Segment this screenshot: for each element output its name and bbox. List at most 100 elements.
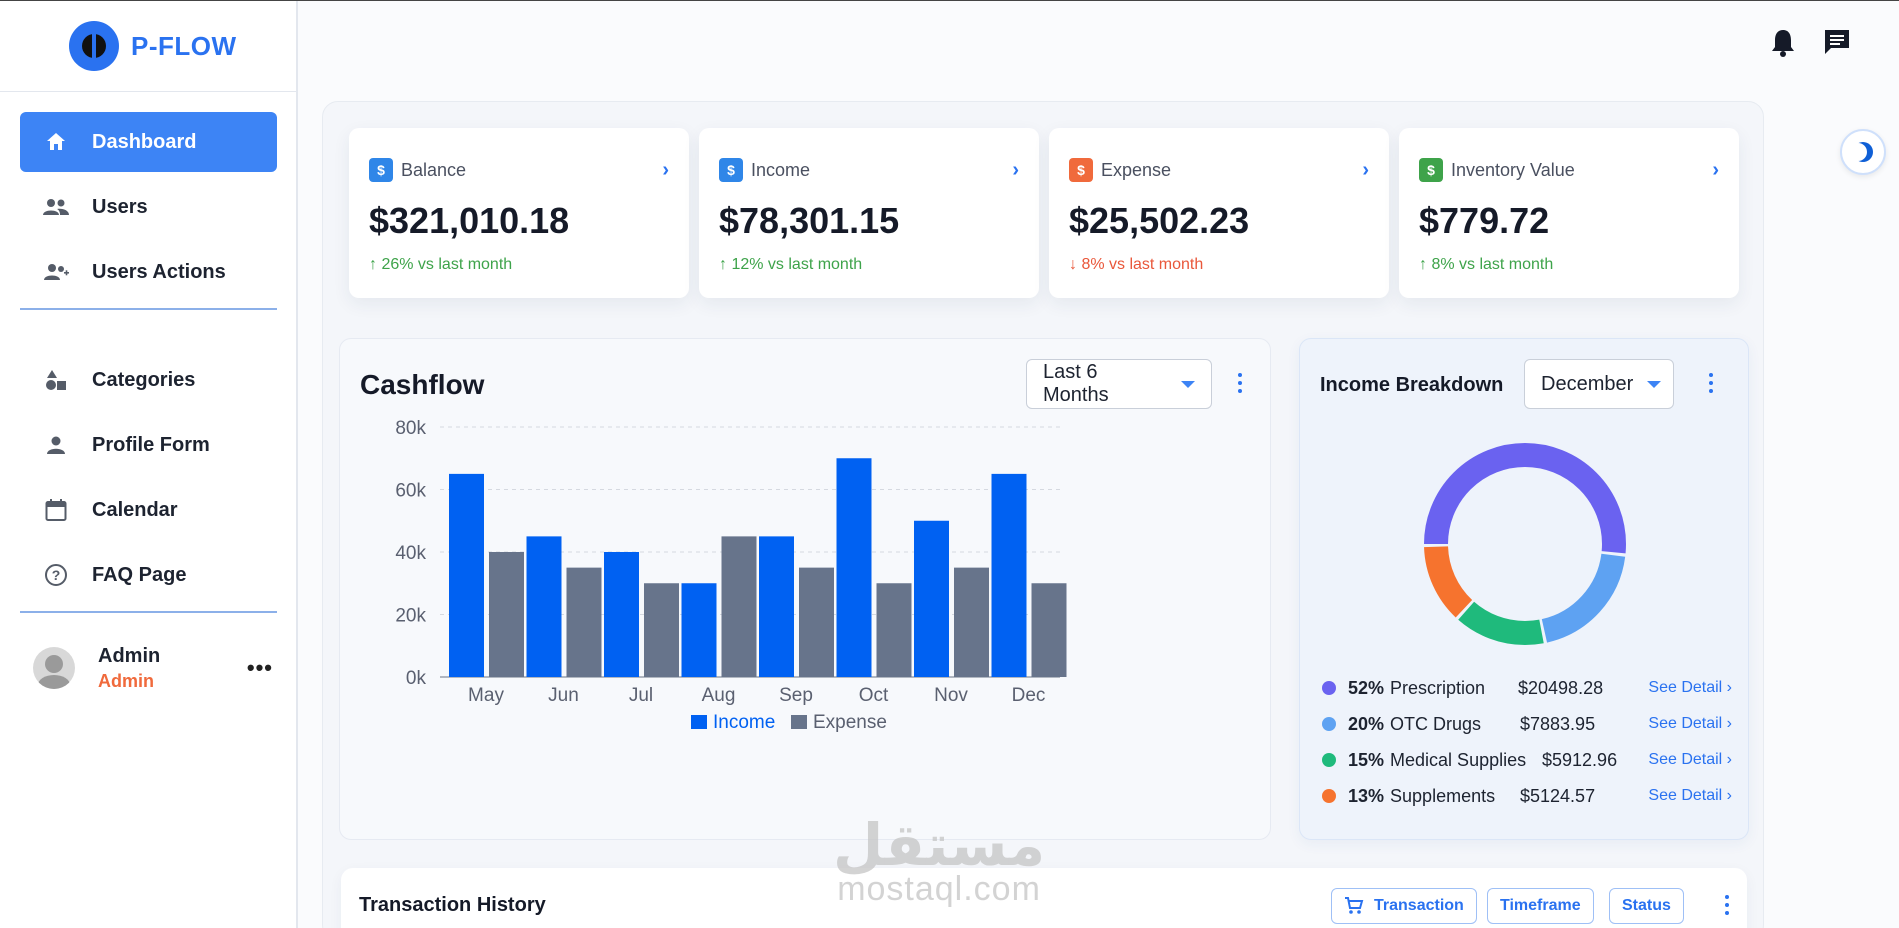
sidebar-item-label: Dashboard [92,130,197,153]
sidebar-item-calendar[interactable]: Calendar [20,480,277,540]
kpi-card-income[interactable]: $ Income › $78,301.15 ↑ 12% vs last mont… [699,128,1039,298]
sidebar-item-faq-page[interactable]: ? FAQ Page [20,545,277,605]
avatar [33,647,75,689]
x-tick-label: Nov [934,685,968,706]
x-tick-label: May [468,685,504,706]
see-detail-link[interactable]: See Detail › [1648,751,1732,768]
kpi-delta: ↑ 26% vs last month [369,256,513,273]
sidebar-item-categories[interactable]: Categories [20,350,277,410]
cashflow-card: Cashflow Last 6 Months 0k 20k 40k 60k 80k May… [339,338,1271,840]
sidebar-item-label: Categories [92,368,196,391]
kpi-label: Balance [401,159,467,180]
donut-slice-medical-supplies [1424,443,1626,645]
chevron-down-icon [1647,380,1662,388]
cashflow-range-select[interactable]: Last 6 Months [1026,359,1212,409]
bar-expense [489,552,524,677]
kpi-card-expense[interactable]: $ Expense › $25,502.23 ↓ 8% vs last mont… [1049,128,1389,298]
sidebar-item-dashboard[interactable]: Dashboard [20,112,277,172]
svg-text:?: ? [52,567,61,583]
status-filter-button[interactable]: Status [1609,888,1684,924]
logo-icon [69,21,119,71]
y-tick-label: 80k [395,418,426,439]
bar-income [449,473,484,677]
user-profile[interactable]: Admin Admin ••• [33,637,273,699]
bar-income [681,583,717,677]
sidebar-item-profile-form[interactable]: Profile Form [20,415,277,475]
kpi-delta: ↓ 8% vs last month [1069,256,1204,273]
donut-slice-prescription [1424,443,1626,645]
sidebar-item-label: Users [92,195,148,218]
legend-dot [1322,717,1336,731]
bar-income [759,536,794,677]
notification-bell-icon[interactable] [1770,27,1800,57]
timeframe-filter-label: Timeframe [1500,897,1581,914]
shapes-icon [42,366,70,394]
see-detail-link[interactable]: See Detail › [1648,679,1732,696]
more-options-icon[interactable]: ••• [246,655,273,680]
help-icon: ? [42,561,70,589]
transaction-filter-label: Transaction [1374,897,1464,914]
kpi-delta: ↑ 8% vs last month [1419,256,1554,273]
timeframe-filter-button[interactable]: Timeframe [1487,888,1594,924]
income-breakdown-menu-icon[interactable] [1706,373,1716,395]
x-tick-label: Jul [629,685,653,706]
legend-label: Expense [813,712,887,733]
kpi-label: Expense [1101,159,1172,180]
see-detail-link[interactable]: See Detail › [1648,787,1732,804]
income-breakdown-card: Income Breakdown December 52% Prescripti… [1299,338,1749,840]
chevron-right-icon[interactable]: › [1012,158,1019,181]
kpi-card-inventory-value[interactable]: $ Inventory Value › $779.72 ↑ 8% vs last… [1399,128,1739,298]
watermark: مستقل mostaql.com [833,816,1045,909]
legend-percent: 52% [1348,677,1385,698]
cart-icon [1345,897,1364,914]
chevron-right-icon[interactable]: › [1362,158,1369,181]
dollar-icon: $ [719,158,743,182]
legend-row: 15% Medical Supplies $5912.96 See Detail… [1322,745,1732,775]
bar-income [604,552,639,677]
bar-expense [644,583,679,677]
bar-income [526,536,562,677]
cashflow-chart: 0k 20k 40k 60k 80k May Jun Jul Aug Sep Oct Nov Dec In… [395,418,1067,733]
legend-label: OTC Drugs [1390,713,1482,734]
x-tick-label: Jun [548,685,579,706]
cashflow-range-value: Last 6 Months [1043,361,1109,406]
chevron-right-icon[interactable]: › [1712,158,1719,181]
sidebar-item-users[interactable]: Users [20,177,277,237]
sidebar-item-label: Profile Form [92,433,210,456]
bar-expense [721,536,757,677]
bar-expense [954,567,989,677]
kpi-card-balance[interactable]: $ Balance › $321,010.18 ↑ 26% vs last mo… [349,128,689,298]
legend-swatch [791,715,807,729]
legend-row: 52% Prescription $20498.28 See Detail › [1322,673,1732,703]
sidebar-nav: Dashboard Users Users Actions Categories [20,112,277,619]
dollar-icon: $ [1419,158,1443,182]
transaction-filter-button[interactable]: Transaction [1331,888,1477,924]
sidebar: P-FLOW Dashboard Users Users Actions [0,1,298,928]
bar-expense [1031,583,1067,677]
cashflow-menu-icon[interactable] [1235,373,1245,395]
kpi-label: Inventory Value [1451,159,1575,180]
x-tick-label: Aug [702,685,736,706]
legend-amount: $5912.96 [1542,749,1618,770]
legend-amount: $7883.95 [1520,713,1596,734]
legend-dot [1322,681,1336,695]
see-detail-link[interactable]: See Detail › [1648,715,1732,732]
income-donut-chart [1424,443,1626,645]
income-month-select[interactable]: December [1524,359,1674,409]
kpi-value: $779.72 [1419,200,1550,241]
dashboard-main: $ Balance › $321,010.18 ↑ 26% vs last mo… [322,101,1764,928]
person-icon [42,431,70,459]
bar-income [836,458,872,677]
y-tick-label: 20k [395,606,426,627]
logo[interactable]: P-FLOW [0,1,296,92]
sidebar-item-users-actions[interactable]: Users Actions [20,242,277,302]
transaction-history-card: Transaction History Transaction Timefram… [341,868,1747,928]
y-tick-label: 60k [395,481,426,502]
bar-expense [876,583,912,677]
theme-toggle-button[interactable] [1840,129,1886,175]
user-role: Admin [98,670,154,691]
kpi-label: Income [751,159,811,180]
transaction-menu-icon[interactable] [1722,895,1732,917]
messages-icon[interactable] [1822,27,1852,57]
chevron-right-icon[interactable]: › [662,158,669,181]
